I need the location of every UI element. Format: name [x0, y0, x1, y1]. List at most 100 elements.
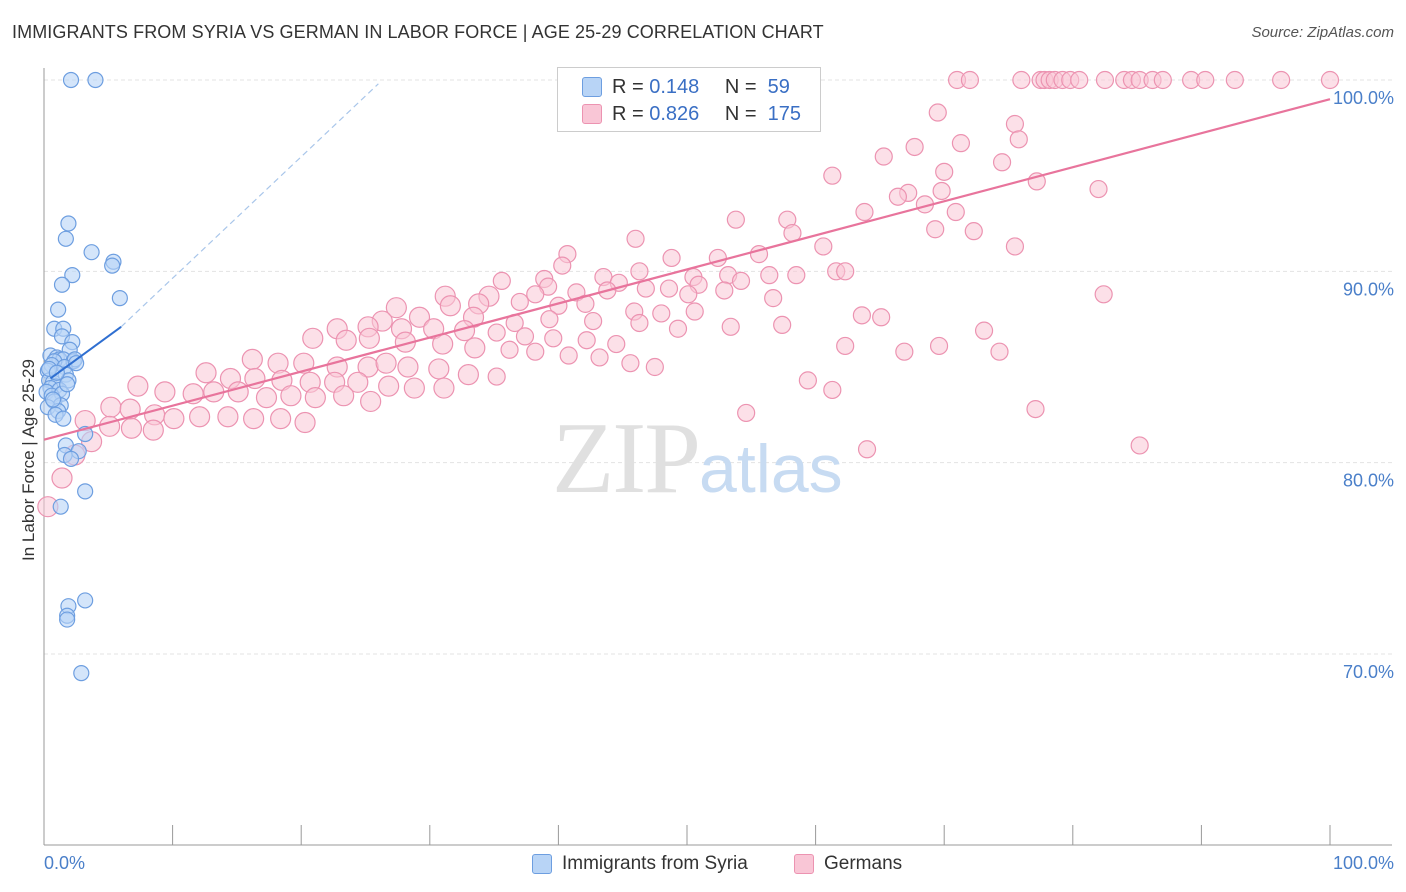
german-point [163, 408, 185, 430]
german-point [378, 375, 400, 397]
syria-point [52, 498, 69, 515]
german-point [964, 222, 983, 241]
chart-source: Source: ZipAtlas.com [1251, 24, 1394, 41]
german-point [255, 387, 278, 409]
german-point [584, 311, 603, 331]
axes [43, 68, 1392, 846]
german-point [760, 266, 779, 285]
german-point [895, 342, 914, 361]
german-point [500, 340, 519, 359]
german-point [764, 289, 783, 308]
german-point [1196, 70, 1215, 90]
german-point [1089, 179, 1108, 199]
y-axis-label: In Labor Force | Age 25-29 [19, 359, 38, 561]
german-point [726, 210, 745, 229]
syria-trend-line [49, 326, 122, 380]
german-point [731, 271, 751, 290]
syria-trend-extension [120, 83, 379, 328]
syria-point [60, 215, 77, 232]
german-point [189, 406, 211, 428]
german-point [721, 317, 740, 336]
syria-point [83, 244, 100, 261]
german-point [798, 371, 817, 390]
german-point [270, 408, 292, 430]
german-point [946, 202, 965, 222]
syria-point [53, 276, 71, 293]
german-point [662, 248, 681, 268]
syria-point [62, 450, 80, 467]
syria-point [68, 355, 85, 372]
german-point [888, 187, 908, 206]
german-point [823, 166, 842, 185]
german-point [773, 315, 792, 335]
german-point [645, 357, 664, 377]
syria-swatch [582, 77, 602, 97]
bottom-syria-swatch [532, 854, 552, 874]
trend-extension [120, 83, 379, 328]
german-point [559, 346, 578, 365]
german-point [385, 297, 407, 319]
german-point [836, 336, 855, 356]
german-point [227, 381, 249, 403]
german-point [874, 147, 893, 166]
german-point [836, 262, 855, 281]
german-point [360, 390, 382, 413]
german-point [526, 342, 545, 361]
german-point [1153, 70, 1172, 90]
german-swatch [582, 104, 602, 124]
german-point [935, 162, 954, 181]
syria-points [38, 71, 128, 682]
german-point [553, 256, 572, 275]
german-point [855, 202, 874, 222]
german-point [335, 329, 357, 351]
german-point [267, 352, 289, 374]
german-point [492, 271, 511, 290]
german-point [408, 306, 431, 328]
german-point [358, 327, 380, 349]
bottom-legend-german: Germans [794, 851, 902, 877]
german-point [974, 321, 994, 340]
german-point [905, 137, 924, 157]
german-point [872, 308, 891, 327]
chart-title: IMMIGRANTS FROM SYRIA VS GERMAN IN LABOR… [12, 22, 824, 42]
german-point [621, 354, 640, 373]
german-point [243, 408, 265, 430]
german-point [857, 440, 877, 459]
german-point [607, 334, 626, 354]
german-point [241, 348, 263, 370]
german-point [515, 327, 535, 346]
y-tick-label: 70.0% [1343, 662, 1394, 682]
syria-point [44, 391, 62, 408]
german-point [626, 229, 645, 248]
german-point [928, 103, 947, 122]
german-point [737, 403, 756, 423]
y-tick-label: 100.0% [1333, 88, 1394, 108]
syria-n-label: N = [724, 75, 757, 98]
german-point [590, 348, 609, 367]
german-point [403, 377, 425, 399]
german-n-label: N = [724, 102, 757, 125]
german-point [1095, 70, 1115, 90]
german-point [990, 342, 1009, 361]
german-point [823, 380, 842, 400]
watermark-atlas: atlas [699, 431, 843, 507]
german-r-label: R = [612, 102, 644, 125]
german-point [685, 302, 704, 321]
german-point [1130, 436, 1149, 455]
german-point [960, 70, 980, 90]
german-point [154, 381, 176, 403]
german-point [510, 292, 529, 312]
x-tick-label: 0.0% [44, 853, 85, 873]
grid-lines [44, 79, 1392, 655]
german-point [540, 310, 559, 329]
german-n-value: 175 [767, 102, 801, 125]
german-point [142, 419, 164, 441]
legend-row-syria: R = 0.148 N = 59 [582, 74, 790, 100]
german-point [195, 362, 217, 384]
bottom-german-label: Germans [824, 853, 903, 874]
german-point [992, 153, 1012, 172]
german-point [464, 337, 486, 359]
x-tick-label: 100.0% [1333, 853, 1394, 873]
german-point [333, 385, 355, 407]
